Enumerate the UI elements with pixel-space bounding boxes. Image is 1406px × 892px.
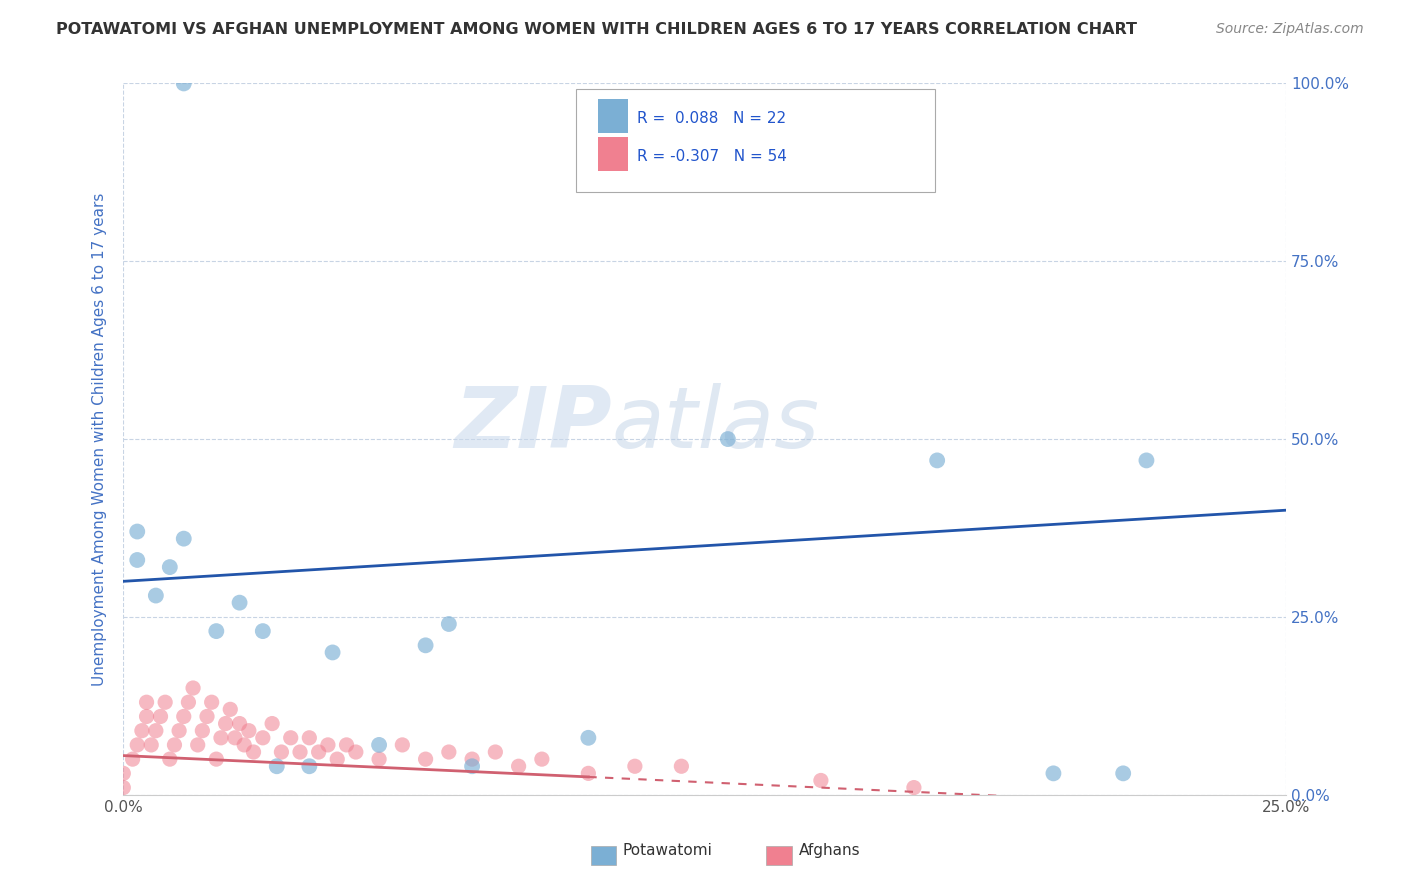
Point <box>209 731 232 745</box>
Point <box>344 745 367 759</box>
Point <box>415 638 437 652</box>
Point <box>508 759 530 773</box>
Point <box>368 752 391 766</box>
Point <box>187 738 209 752</box>
Text: Afghans: Afghans <box>799 844 860 858</box>
Point <box>461 759 484 773</box>
Point <box>127 738 149 752</box>
Y-axis label: Unemployment Among Women with Children Ages 6 to 17 years: Unemployment Among Women with Children A… <box>93 193 107 686</box>
Point <box>576 766 599 780</box>
Point <box>1112 766 1135 780</box>
Point <box>326 752 349 766</box>
Point <box>437 617 460 632</box>
Point <box>624 759 647 773</box>
Point <box>368 738 391 752</box>
Point <box>153 695 176 709</box>
Point <box>141 738 163 752</box>
Point <box>461 752 484 766</box>
Point <box>671 759 693 773</box>
Point <box>191 723 214 738</box>
Point <box>149 709 172 723</box>
Point <box>298 731 321 745</box>
Point <box>316 738 339 752</box>
Point <box>135 695 157 709</box>
Text: ZIP: ZIP <box>454 384 612 467</box>
Point <box>121 752 143 766</box>
Text: R = -0.307   N = 54: R = -0.307 N = 54 <box>637 149 787 164</box>
Point <box>135 709 157 723</box>
Point <box>163 738 186 752</box>
Point <box>437 745 460 759</box>
Point <box>145 723 167 738</box>
Point <box>177 695 200 709</box>
Point <box>173 77 195 91</box>
Point <box>201 695 224 709</box>
Point <box>233 738 256 752</box>
Point <box>159 560 181 574</box>
Point <box>145 589 167 603</box>
Point <box>903 780 925 795</box>
Point <box>238 723 260 738</box>
Text: POTAWATOMI VS AFGHAN UNEMPLOYMENT AMONG WOMEN WITH CHILDREN AGES 6 TO 17 YEARS C: POTAWATOMI VS AFGHAN UNEMPLOYMENT AMONG … <box>56 22 1137 37</box>
Point <box>335 738 357 752</box>
Point <box>1042 766 1064 780</box>
Point <box>262 716 284 731</box>
Point <box>288 745 311 759</box>
Point <box>224 731 246 745</box>
Point <box>484 745 506 759</box>
Point <box>131 723 153 738</box>
Text: Source: ZipAtlas.com: Source: ZipAtlas.com <box>1216 22 1364 37</box>
Point <box>228 596 250 610</box>
Text: Potawatomi: Potawatomi <box>623 844 713 858</box>
Point <box>242 745 264 759</box>
Point <box>576 731 599 745</box>
Text: atlas: atlas <box>612 384 820 467</box>
Point <box>927 453 949 467</box>
Point <box>298 759 321 773</box>
Point <box>810 773 832 788</box>
Point <box>252 731 274 745</box>
Point <box>391 738 413 752</box>
Point <box>280 731 302 745</box>
Point <box>308 745 330 759</box>
Point <box>205 752 228 766</box>
Point <box>717 432 740 446</box>
Point <box>195 709 218 723</box>
Point <box>228 716 250 731</box>
Point <box>252 624 274 639</box>
Point <box>112 766 135 780</box>
Point <box>266 759 288 773</box>
Point <box>1135 453 1157 467</box>
Point <box>530 752 553 766</box>
Point <box>127 524 149 539</box>
Point <box>167 723 190 738</box>
Point <box>322 645 344 659</box>
Text: R =  0.088   N = 22: R = 0.088 N = 22 <box>637 111 786 126</box>
Point <box>173 709 195 723</box>
Point <box>127 553 149 567</box>
Point <box>219 702 242 716</box>
Point <box>415 752 437 766</box>
Point <box>173 532 195 546</box>
Point <box>159 752 181 766</box>
Point <box>270 745 292 759</box>
Point <box>205 624 228 639</box>
Point <box>214 716 236 731</box>
Point <box>181 681 204 695</box>
Point <box>112 780 135 795</box>
